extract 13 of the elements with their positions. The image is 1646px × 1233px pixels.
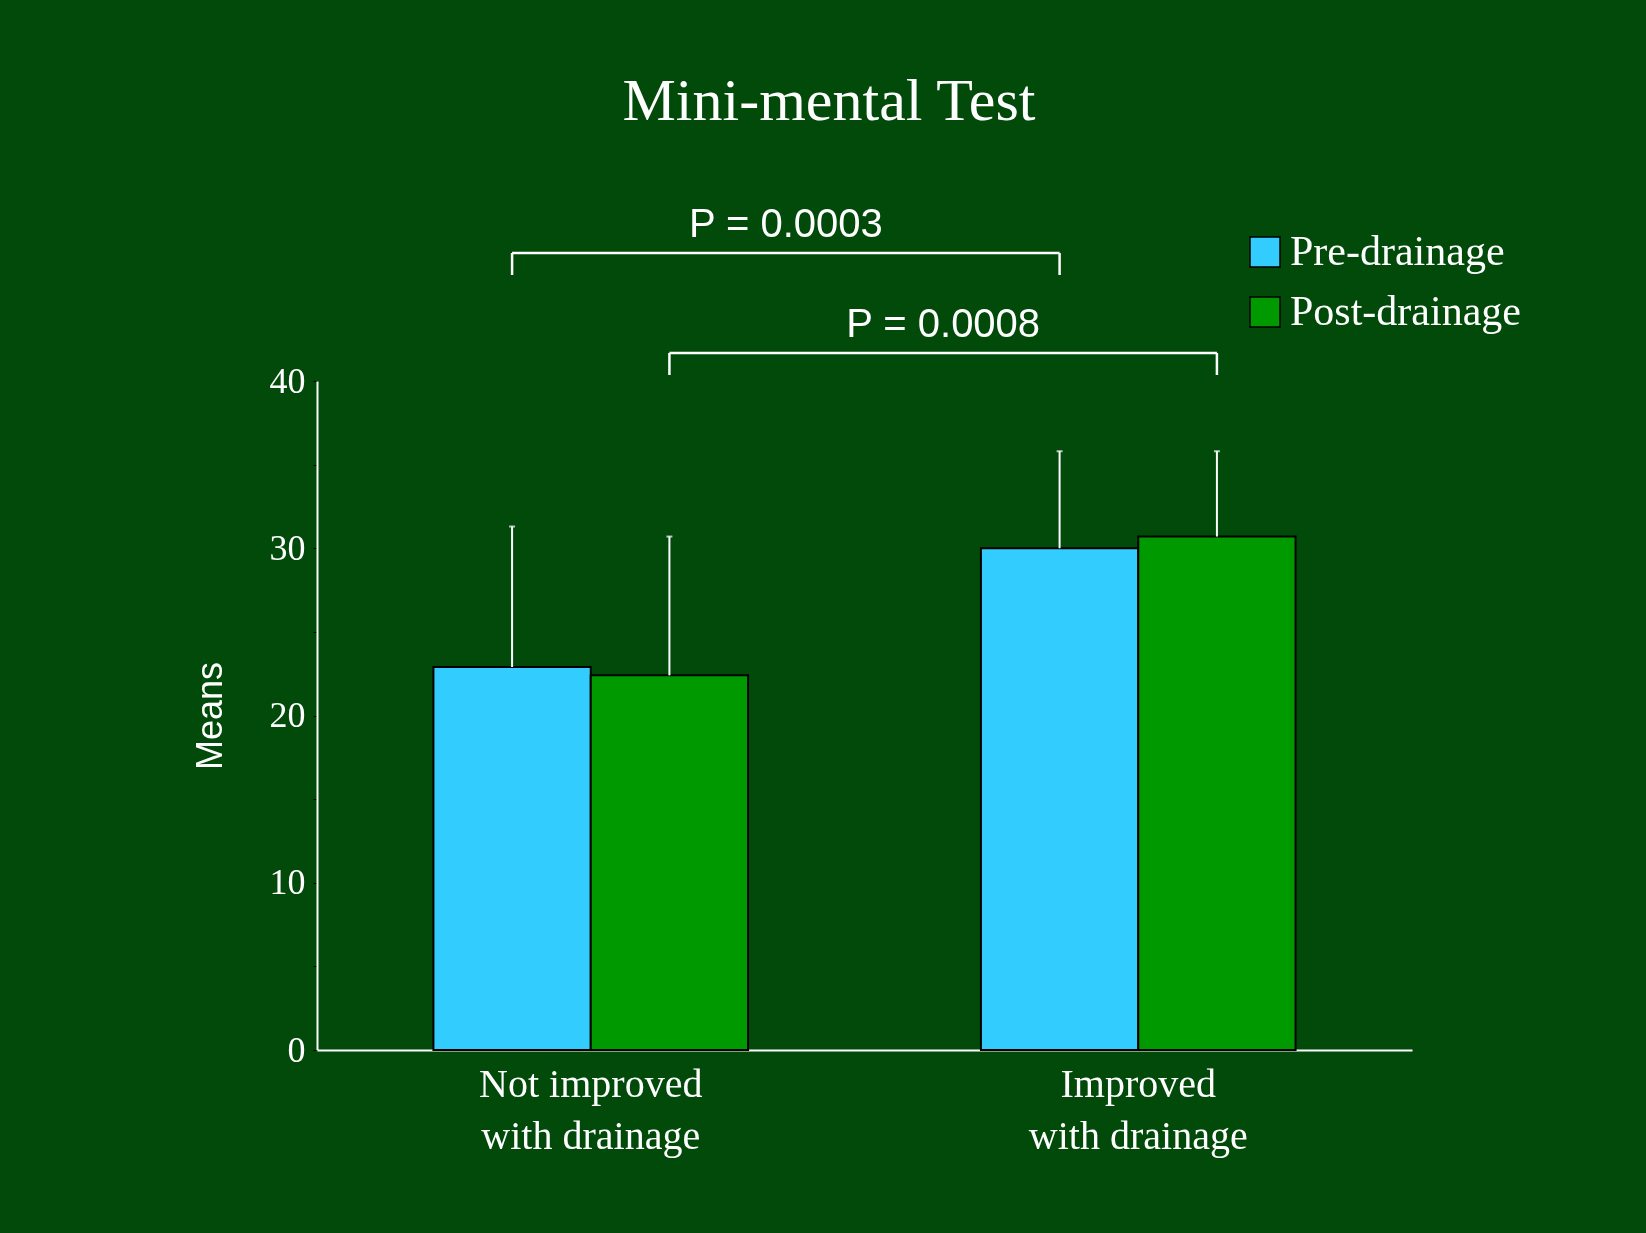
- text: P = 0.0003: [688, 201, 883, 245]
- y-tick-label: 20: [269, 695, 306, 735]
- y-tick-label: 40: [269, 360, 306, 401]
- y-tick-label: 0: [287, 1029, 306, 1070]
- legend-label: Post-drainage: [1290, 288, 1521, 334]
- y-tick-label: 30: [269, 527, 306, 568]
- text: P = 0.0008: [846, 301, 1041, 345]
- y-tick-label: 10: [269, 862, 306, 903]
- x-tick-label: Improved with drainage: [1028, 1060, 1248, 1158]
- legend-label: Pre-drainage: [1290, 228, 1505, 274]
- x-tick-label: Not improved with drainage: [479, 1060, 703, 1158]
- chart-title: Mini-mental Test: [622, 67, 1036, 133]
- y-axis-title: Means: [188, 661, 230, 771]
